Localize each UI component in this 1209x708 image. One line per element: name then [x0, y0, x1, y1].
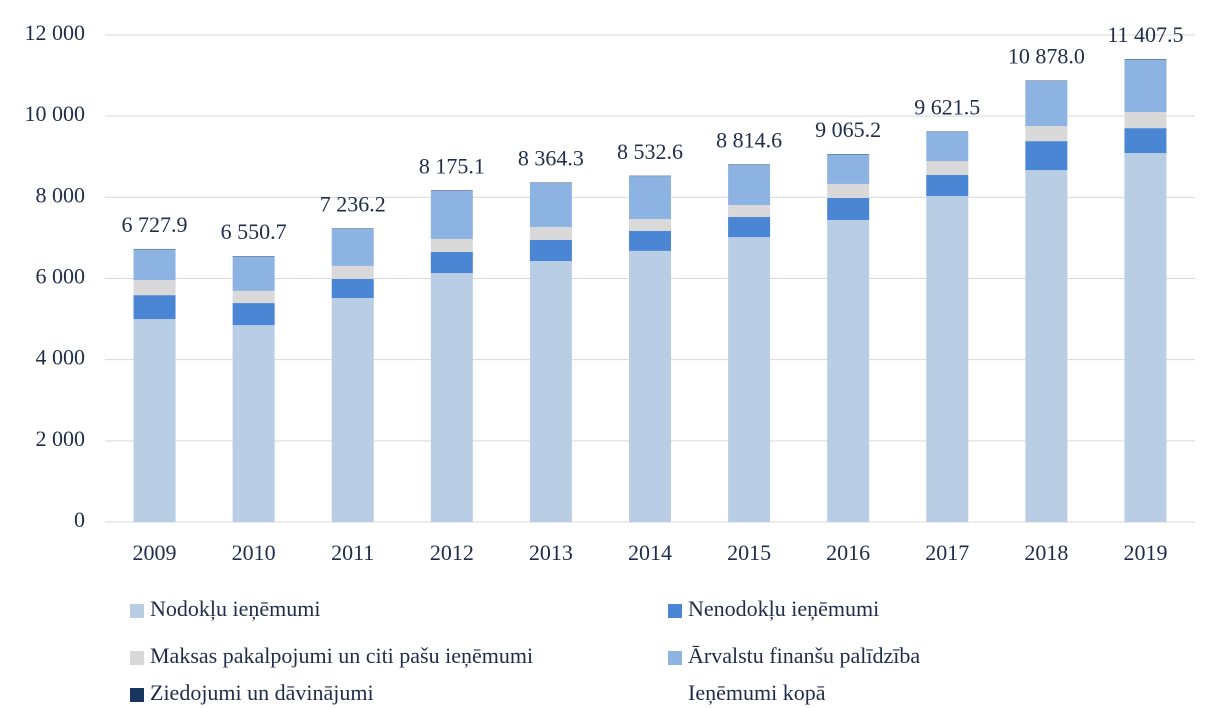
y-tick-label: 12 000	[25, 20, 86, 45]
total-label: 9 621.5	[914, 95, 980, 120]
bar-segment	[331, 265, 374, 279]
x-tick-label: 2013	[529, 540, 573, 565]
legend-label: Ziedojumi un dāvinājumi	[150, 680, 374, 705]
bar-segment	[1025, 170, 1068, 522]
y-tick-label: 10 000	[25, 101, 86, 126]
bar-segment	[926, 196, 969, 522]
bar-segment	[232, 303, 275, 326]
total-label: 8 364.3	[518, 146, 584, 171]
bar-segment	[232, 325, 275, 522]
bar-segment	[1124, 112, 1167, 129]
total-label: 10 878.0	[1008, 44, 1085, 69]
bar-segment	[430, 190, 473, 239]
x-tick-label: 2018	[1024, 540, 1068, 565]
bar-segment	[926, 175, 969, 197]
bar-segment	[529, 226, 572, 240]
bar-segment	[430, 238, 473, 252]
bar-segment	[629, 176, 671, 220]
bar-segment	[1025, 141, 1068, 171]
bar-segment	[728, 164, 771, 206]
bar-segment	[133, 280, 176, 296]
total-label: 6 550.7	[221, 219, 287, 244]
x-tick-label: 2009	[133, 540, 177, 565]
y-tick-label: 0	[74, 507, 85, 532]
bar-segment	[331, 228, 374, 266]
y-tick-label: 2 000	[36, 426, 86, 451]
legend-swatch	[668, 604, 682, 618]
bar-segment	[926, 131, 969, 162]
bar-segment	[728, 237, 771, 523]
bar-segment	[331, 297, 374, 522]
x-tick-label: 2011	[331, 540, 374, 565]
bar-segment	[728, 205, 771, 218]
total-label: 6 727.9	[122, 212, 188, 237]
legend-label: Nenodokļu ieņēmumi	[688, 596, 879, 621]
bar-segment	[331, 278, 374, 298]
y-tick-label: 4 000	[36, 345, 86, 370]
total-label: 9 065.2	[815, 117, 881, 142]
bar-segment	[827, 197, 870, 221]
total-label: 8 814.6	[716, 127, 782, 152]
total-label: 8 532.6	[617, 139, 683, 164]
total-label: 11 407.5	[1107, 22, 1183, 47]
bar-segment	[133, 319, 176, 522]
x-tick-label: 2012	[430, 540, 474, 565]
x-tick-label: 2017	[925, 540, 969, 565]
bar-segment	[629, 219, 671, 232]
bar-segment	[529, 239, 572, 262]
legend-swatch	[130, 651, 144, 665]
bar-segment	[629, 250, 671, 523]
bar-segment	[827, 220, 870, 522]
x-tick-label: 2016	[826, 540, 870, 565]
legend-label: Ieņēmumi kopā	[688, 680, 826, 705]
bar-segment	[827, 154, 870, 184]
total-label: 7 236.2	[320, 191, 386, 216]
bar-segment	[133, 295, 176, 320]
bar-segment	[133, 249, 176, 281]
legend-label: Ārvalstu finanšu palīdzība	[688, 643, 920, 668]
x-tick-label: 2014	[628, 540, 672, 565]
bar-segment	[430, 251, 473, 274]
x-tick-label: 2015	[727, 540, 771, 565]
bar-segment	[1124, 59, 1167, 113]
legend-swatch	[130, 688, 144, 702]
legend-label: Maksas pakalpojumi un citi pašu ieņēmumi	[150, 643, 533, 668]
bar-segment	[430, 273, 473, 522]
bar-segment	[529, 182, 572, 227]
legend-label: Nodokļu ieņēmumi	[150, 596, 320, 621]
bar-segment	[827, 183, 870, 198]
x-tick-label: 2010	[232, 540, 276, 565]
bar-segment	[232, 256, 275, 291]
total-label: 8 175.1	[419, 153, 485, 178]
bar-segment	[728, 217, 771, 238]
y-tick-label: 6 000	[36, 264, 86, 289]
bar-segment	[1025, 80, 1068, 127]
legend-swatch	[130, 604, 144, 618]
bar-segment	[529, 261, 572, 522]
x-tick-label: 2019	[1123, 540, 1167, 565]
legend-swatch	[668, 651, 682, 665]
bar-segment	[1124, 153, 1167, 522]
bar-segment	[926, 161, 969, 176]
bar-segment	[629, 231, 671, 251]
bar-segment	[1025, 126, 1068, 142]
bar-segment	[1124, 128, 1167, 154]
y-tick-label: 8 000	[36, 182, 86, 207]
bar-segment	[232, 290, 275, 304]
